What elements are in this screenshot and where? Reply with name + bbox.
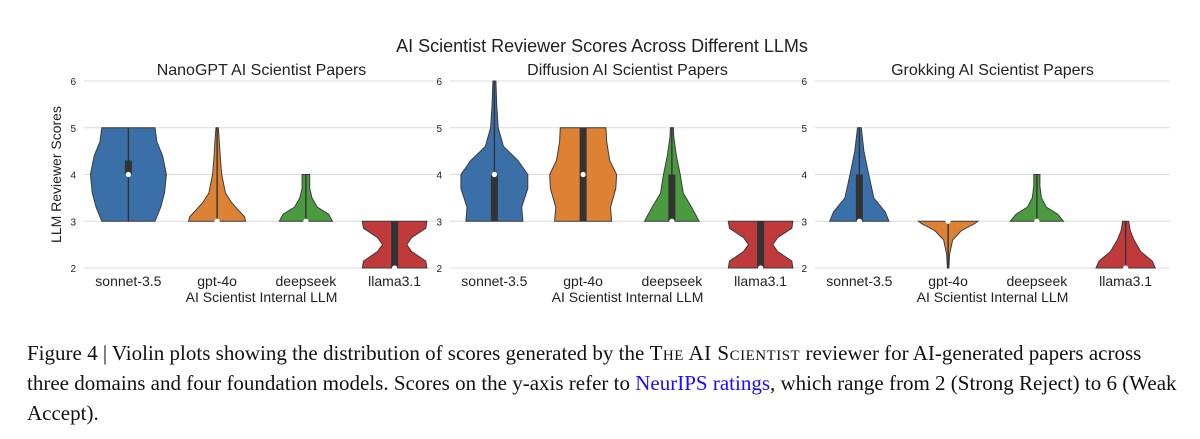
violin-iqr-box	[124, 160, 132, 175]
x-tick-label: llama3.1	[734, 273, 787, 289]
x-tick-label: gpt-4o	[197, 273, 237, 289]
x-tick-label: deepseek	[642, 273, 704, 289]
violin-median	[303, 218, 309, 224]
caption-system-name: The AI Scientist	[649, 341, 801, 365]
violin-median	[125, 171, 131, 178]
violin-iqr-box	[855, 174, 863, 222]
violin-median	[856, 218, 862, 224]
y-tick-label: 6	[801, 77, 807, 88]
y-tick-label: 3	[436, 217, 442, 228]
violin-median	[669, 218, 675, 224]
violin-median	[214, 218, 220, 224]
figure-suptitle: AI Scientist Reviewer Scores Across Diff…	[396, 36, 808, 56]
x-axis-label: AI Scientist Internal LLM	[186, 289, 338, 305]
x-tick-label: llama3.1	[1099, 273, 1152, 289]
violin-iqr-box	[668, 174, 676, 222]
y-tick-label: 4	[436, 171, 442, 182]
y-tick-label: 2	[70, 264, 76, 275]
x-tick-label: gpt-4o	[563, 273, 603, 289]
y-tick-label: 5	[436, 124, 442, 135]
x-tick-label: sonnet-3.5	[826, 273, 892, 289]
panel-2: 2 3 4 5 6 Diffusion AI Scientist Papers sonnet…	[436, 62, 805, 305]
panel-1: 2 3 4 5 6 NanoGPT AI Scientist Papers sonnet-3…	[70, 62, 439, 305]
panel-3: 2 3 4 5 6 Grokking AI Scientist Papers sonnet-…	[801, 62, 1170, 305]
y-tick-label: 4	[70, 171, 76, 182]
violin-iqr-box	[490, 174, 498, 222]
violin-median	[758, 265, 764, 271]
x-axis-label: AI Scientist Internal LLM	[552, 289, 704, 305]
panel-title: Diffusion AI Scientist Papers	[527, 62, 728, 79]
y-tick-label: 3	[801, 217, 807, 228]
y-axis-label: LLM Reviewer Scores	[48, 106, 64, 243]
panel-title: Grokking AI Scientist Papers	[891, 62, 1094, 79]
figure-caption: Figure 4 | Violin plots showing the dist…	[27, 338, 1177, 428]
caption-lead: Figure 4 | Violin plots showing the dist…	[27, 341, 650, 365]
y-tick-label: 5	[70, 124, 76, 135]
neurips-ratings-link[interactable]: NeurIPS ratings	[635, 371, 771, 395]
violin-iqr-box	[757, 221, 765, 268]
violin-median	[392, 265, 398, 271]
x-tick-label: sonnet-3.5	[95, 273, 161, 289]
violin-median	[1034, 218, 1040, 224]
violin-iqr-box	[391, 221, 399, 268]
caption-tail: , which range from 2 (Strong Reject) to …	[27, 371, 1177, 425]
x-tick-label: deepseek	[276, 273, 338, 289]
x-tick-label: sonnet-3.5	[461, 273, 527, 289]
caption-middle: reviewer for AI-generated papers across …	[27, 341, 1142, 395]
chart-panels: LLM Reviewer Scores 2 3 4 5 6 NanoGPT AI Scien…	[48, 62, 1170, 305]
x-axis-label: AI Scientist Internal LLM	[917, 289, 1069, 305]
violin-median	[580, 171, 586, 178]
x-tick-label: gpt-4o	[928, 273, 968, 289]
panel-title: NanoGPT AI Scientist Papers	[157, 62, 367, 79]
violin-figure: AI Scientist Reviewer Scores Across Diff…	[48, 36, 1170, 305]
y-tick-label: 2	[801, 264, 807, 275]
y-tick-label: 6	[70, 77, 76, 88]
y-tick-label: 4	[801, 171, 807, 182]
y-tick-label: 3	[70, 217, 76, 228]
y-tick-label: 2	[436, 264, 442, 275]
y-tick-label: 6	[436, 77, 442, 88]
violin-median	[1123, 265, 1129, 271]
y-tick-label: 5	[801, 124, 807, 135]
x-tick-label: llama3.1	[368, 273, 421, 289]
x-tick-label: deepseek	[1007, 273, 1069, 289]
violin-median	[945, 218, 951, 224]
violin-median	[491, 171, 497, 178]
